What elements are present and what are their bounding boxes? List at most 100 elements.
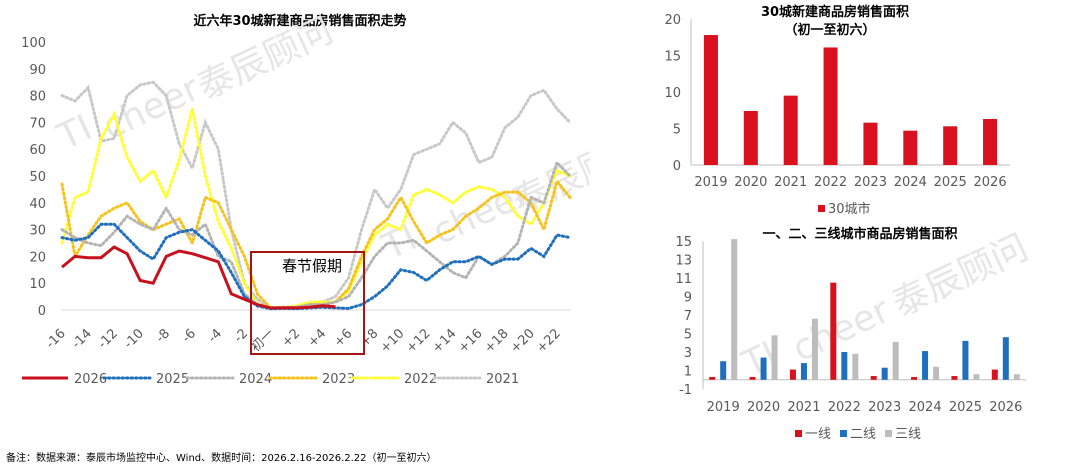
x-tick-label: -10	[121, 326, 147, 352]
x-tick-label: 2026	[989, 400, 1022, 415]
bar-chart-tiers: 一、二、三线城市商品房销售面积 TI cheer 泰辰顾问 -113579111…	[675, 226, 1035, 442]
bar-二线-2022	[841, 352, 848, 380]
y-tick-label: 30	[29, 224, 46, 239]
legend-swatch-三线	[885, 430, 892, 437]
bar-三线-2019	[731, 239, 738, 380]
y-tick-label: 13	[675, 254, 692, 269]
y-tick-label: 90	[29, 63, 46, 78]
x-tick-label: 2019	[694, 175, 727, 190]
bar-2024	[903, 130, 918, 165]
bar-一线-2025	[951, 376, 958, 380]
series-line-2022	[60, 108, 572, 310]
x-tick-label: -12	[95, 326, 121, 352]
holiday-box	[250, 251, 365, 355]
y-tick-label: 5	[673, 123, 681, 138]
bar2-watermark: TI cheer 泰辰顾问	[736, 227, 1035, 385]
x-tick-label: +6	[331, 326, 355, 350]
y-tick-label: 60	[29, 143, 46, 158]
x-tick-label: -6	[179, 326, 199, 346]
y-tick-label: 80	[29, 90, 46, 105]
line-chart: 近六年30城新建商品房销售面积走势 TI cheer 泰辰顾问 TI cheer…	[21, 10, 590, 387]
bar-二线-2024	[922, 351, 929, 380]
x-tick-label: +22	[534, 326, 564, 356]
legend-label-2022: 2022	[404, 372, 437, 387]
x-tick-label: 2022	[814, 175, 847, 190]
y-tick-label: 15	[664, 50, 681, 65]
bar1-title: 30城新建商品房销售面积	[761, 4, 909, 20]
legend-swatch-一线	[795, 430, 802, 437]
x-tick-label: +4	[305, 326, 329, 350]
bar-2019	[703, 35, 718, 166]
bar-2020	[743, 110, 758, 165]
bar-2025	[943, 126, 958, 165]
bar-一线-2021	[789, 369, 796, 380]
x-tick-label: +12	[404, 326, 434, 356]
legend-label-2023: 2023	[322, 372, 355, 387]
bar-二线-2021	[800, 363, 807, 380]
line-chart-title: 近六年30城新建商品房销售面积走势	[193, 13, 406, 29]
x-tick-label: 2024	[909, 400, 942, 415]
bar-二线-2025	[962, 340, 969, 380]
legend-label-2021: 2021	[486, 372, 519, 387]
legend-label-30-city: 30城市	[828, 201, 871, 217]
y-tick-label: 15	[675, 235, 692, 250]
bar-三线-2025	[973, 374, 980, 380]
bar-三线-2021	[811, 318, 818, 380]
legend-label-三线: 三线	[895, 427, 921, 442]
y-tick-label: 0	[38, 304, 46, 319]
legend-swatch-30-city	[818, 205, 825, 212]
watermark-ti: TI	[51, 107, 99, 158]
y-tick-label: 10	[664, 86, 681, 101]
watermark: TI cheer 泰辰顾问 TI cheer 泰辰顾问	[51, 10, 590, 268]
bar-一线-2022	[830, 282, 837, 380]
bar-2026	[983, 119, 998, 165]
legend-swatch-二线	[840, 430, 847, 437]
x-tick-label: 2023	[854, 175, 887, 190]
x-tick-label: -14	[69, 326, 95, 352]
series-line-2026	[61, 245, 336, 310]
x-tick-label: +20	[508, 326, 538, 356]
bar-三线-2026	[1013, 374, 1020, 380]
bar-三线-2024	[933, 366, 940, 380]
bar-一线-2023	[870, 376, 877, 380]
y-tick-label: 3	[684, 346, 692, 361]
legend-label-一线: 一线	[805, 427, 831, 442]
y-tick-label: 9	[684, 291, 692, 306]
holiday-label: 春节假期	[282, 257, 342, 275]
footnote: 备注：数据来源：泰辰市场监控中心、Wind、数据时间：2026.2.16-202…	[6, 453, 437, 464]
x-tick-label: 2019	[707, 400, 740, 415]
x-tick-label: +2	[279, 326, 303, 350]
bar-一线-2024	[911, 376, 918, 380]
bar-2022	[823, 47, 838, 165]
x-tick-label: 初一	[248, 326, 277, 355]
bar-二线-2023	[881, 367, 888, 380]
x-tick-label: +14	[430, 326, 460, 356]
y-tick-label: 50	[29, 170, 46, 185]
bar-三线-2020	[771, 335, 778, 380]
bar-chart-30-city: 30城新建商品房销售面积 （初一至初六） 0 5 10 15 20 2019 2020 202…	[664, 4, 1010, 217]
x-tick-label: 2020	[734, 175, 767, 190]
y-tick-label: 70	[29, 116, 46, 131]
bar2-title: 一、二、三线城市商品房销售面积	[762, 226, 957, 242]
x-tick-label: 2023	[868, 400, 901, 415]
bar-2021	[783, 95, 798, 165]
y-tick-label: 20	[664, 13, 681, 28]
bar-一线-2020	[749, 376, 756, 380]
legend-label-二线: 二线	[850, 427, 876, 442]
bar-三线-2022	[852, 353, 859, 380]
watermark-cheer: cheer	[96, 68, 206, 148]
y-tick-label: 1	[684, 365, 692, 380]
y-tick-label: 10	[29, 277, 46, 292]
bar-一线-2019	[709, 376, 716, 380]
x-tick-label: 2020	[747, 400, 780, 415]
legend-label-2025: 2025	[156, 372, 189, 387]
x-tick-label: +18	[482, 326, 512, 356]
x-tick-label: +10	[377, 326, 407, 356]
y-tick-label: 7	[684, 309, 692, 324]
x-tick-label: -16	[43, 326, 69, 352]
x-tick-label: +16	[456, 326, 486, 356]
x-tick-label: -8	[153, 326, 173, 346]
bar-一线-2026	[991, 369, 998, 380]
legend-label-2024: 2024	[239, 372, 272, 387]
y-tick-label: 100	[21, 36, 46, 51]
